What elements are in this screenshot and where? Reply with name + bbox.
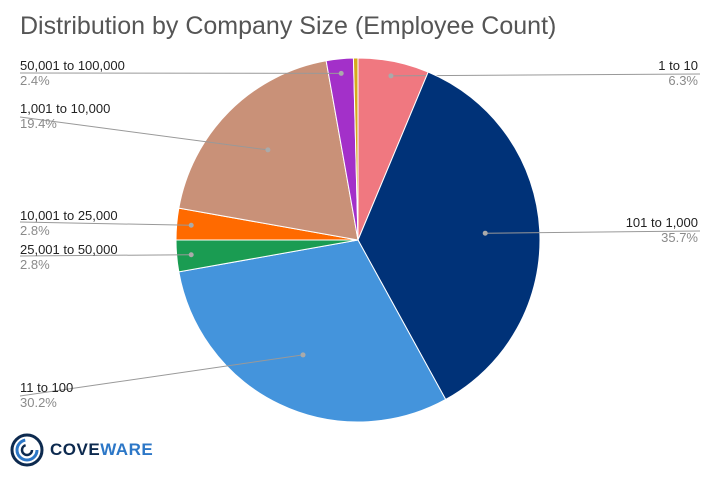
slice-percent: 2.4% bbox=[20, 73, 50, 88]
label-1001-to-10000: 1,001 to 10,000 19.4% bbox=[20, 101, 110, 131]
leader-dot bbox=[188, 252, 194, 258]
label-11-to-100: 11 to 100 30.2% bbox=[20, 380, 73, 410]
slice-label: 1 to 10 bbox=[658, 58, 698, 73]
leader-dot bbox=[265, 147, 271, 153]
leader-line bbox=[485, 230, 701, 234]
slice-label: 25,001 to 50,000 bbox=[20, 242, 118, 257]
leader-dot bbox=[188, 222, 194, 228]
slice-label: 50,001 to 100,000 bbox=[20, 58, 125, 73]
label-50001-to-100000: 50,001 to 100,000 2.4% bbox=[20, 58, 125, 88]
label-25001-to-50000: 25,001 to 50,000 2.8% bbox=[20, 242, 118, 272]
leader-dot bbox=[338, 70, 344, 76]
leader-dot bbox=[388, 73, 394, 79]
slice-label: 11 to 100 bbox=[20, 380, 74, 395]
slice-label: 101 to 1,000 bbox=[625, 215, 698, 230]
slice-percent: 2.8% bbox=[20, 257, 50, 272]
leader-line bbox=[19, 254, 192, 257]
leader-dot bbox=[482, 230, 488, 236]
pie-slice bbox=[352, 57, 359, 241]
leader-line bbox=[19, 354, 304, 397]
label-101-to-1000: 101 to 1,000 35.7% bbox=[626, 215, 698, 245]
slice-percent: 19.4% bbox=[20, 116, 57, 131]
label-10001-to-25000: 10,001 to 25,000 2.8% bbox=[20, 208, 118, 238]
slice-label: 10,001 to 25,000 bbox=[20, 208, 118, 223]
pie-slice bbox=[178, 239, 447, 423]
logo-text-ware: WARE bbox=[100, 440, 154, 459]
leader-line bbox=[390, 73, 701, 77]
slice-percent: 6.3% bbox=[668, 73, 698, 88]
leader-dot bbox=[300, 352, 306, 358]
slice-percent: 35.7% bbox=[661, 230, 698, 245]
slice-percent: 2.8% bbox=[20, 223, 50, 238]
chart-title: Distribution by Company Size (Employee C… bbox=[20, 12, 557, 40]
coveware-logo: COVEWARE bbox=[10, 430, 153, 470]
logo-text-cove: COVE bbox=[50, 440, 101, 459]
coveware-logo-text: COVEWARE bbox=[50, 440, 153, 460]
slice-percent: 30.2% bbox=[20, 395, 57, 410]
leader-line bbox=[19, 221, 192, 226]
leader-line bbox=[19, 116, 268, 151]
slice-label: 1,001 to 10,000 bbox=[20, 101, 111, 116]
coveware-logo-icon bbox=[10, 433, 44, 467]
label-1-to-10: 1 to 10 6.3% bbox=[658, 58, 698, 88]
pie-slice bbox=[357, 71, 541, 401]
